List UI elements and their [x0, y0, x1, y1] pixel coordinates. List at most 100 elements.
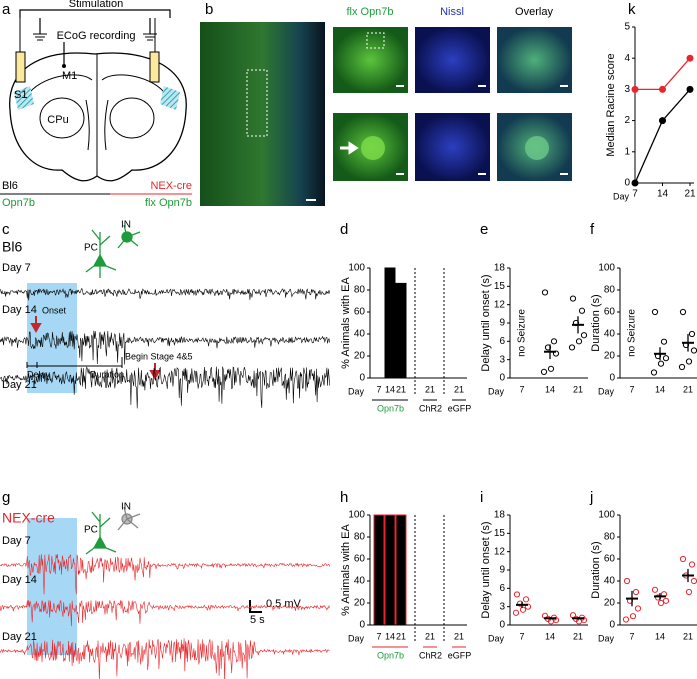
y-tick-label: 20 [354, 598, 366, 609]
x-tick-label: 7 [629, 384, 634, 394]
day-label: Day 21 [2, 631, 37, 643]
y-tick-label: 80 [604, 532, 616, 543]
ventricles [85, 99, 109, 151]
group-label: eGFP [448, 650, 472, 660]
point [522, 596, 530, 603]
y-tick-label: 0 [624, 178, 630, 189]
scale-label: 5 s [250, 614, 265, 626]
brain-outline [9, 52, 187, 182]
point [662, 597, 670, 604]
point [632, 588, 640, 596]
point [512, 609, 520, 616]
y-tick-label: 100 [598, 263, 615, 274]
panel-label: i [480, 489, 483, 506]
y-tick-label: 3 [499, 601, 505, 612]
marker [631, 85, 639, 93]
y-tick-label: 60 [604, 554, 616, 565]
y-tick-label: 40 [604, 329, 616, 340]
y-tick-label: 0 [609, 373, 615, 384]
marker [686, 85, 694, 93]
point [651, 586, 659, 593]
point [679, 308, 687, 316]
y-tick-label: 0 [499, 620, 505, 631]
y-tick-label: 15 [494, 281, 506, 292]
y-axis-label: Delay until onset (s) [480, 274, 492, 371]
electrode-tip [62, 64, 66, 68]
x-tick-label: 7 [519, 631, 524, 641]
group-label: ChR2 [419, 650, 442, 660]
cell-label: IN [121, 220, 131, 231]
x-tick-label: 21 [454, 384, 464, 394]
day-label: Day 7 [2, 535, 31, 547]
y-tick-label: 20 [604, 351, 616, 362]
x-tick-label: 21 [683, 631, 693, 641]
fiber-left [15, 51, 26, 83]
annotation: Begin Stage 4&5 [125, 351, 193, 361]
point [685, 358, 693, 365]
point [679, 555, 687, 563]
opsin-right [160, 86, 180, 110]
annotation: no Seizure [517, 309, 528, 357]
y-tick-label: 80 [604, 285, 616, 296]
panel-label: g [2, 489, 10, 506]
y-tick-label: 40 [354, 329, 366, 340]
image-shade [200, 22, 325, 206]
y-tick-label: 18 [494, 263, 506, 274]
x-tick-label: 21 [396, 631, 406, 641]
eeg-trace [0, 287, 330, 301]
arrow [30, 316, 161, 381]
y-axis-label: % Animals with EA [340, 276, 352, 368]
x-tick-label: 21 [425, 631, 435, 641]
y-tick-label: 0 [359, 373, 365, 384]
group-label: ChR2 [419, 403, 442, 413]
stim-window [27, 518, 77, 655]
eeg-trace [0, 330, 330, 365]
x-tick-label: 14 [545, 384, 555, 394]
ground [33, 33, 157, 41]
point [688, 330, 696, 338]
y-tick-label: 0 [609, 620, 615, 631]
y-tick-label: 20 [354, 351, 366, 362]
x-tick-label: 14 [385, 384, 395, 394]
cell [525, 136, 549, 160]
point [568, 344, 576, 351]
point [651, 308, 659, 316]
cell [361, 136, 385, 160]
day-label: Day 21 [2, 379, 37, 391]
y-axis-label: Duration (s) [590, 541, 602, 598]
roi [246, 69, 268, 137]
point [513, 591, 521, 598]
x-axis-label: Day [598, 386, 615, 396]
panel-label: k [628, 1, 636, 18]
micrographs: flx Opn7b Nissl Overlay [200, 6, 572, 206]
x-tick-label: 21 [454, 631, 464, 641]
x-tick-label: 14 [657, 189, 669, 200]
point [688, 561, 696, 568]
y-tick-label: 60 [354, 554, 366, 565]
y-tick-label: 0 [359, 620, 365, 631]
y-tick-label: 5 [624, 22, 630, 33]
x-tick-label: 7 [376, 384, 381, 394]
y-axis-label: Duration (s) [590, 294, 602, 351]
x-tick-label: 14 [655, 631, 665, 641]
point [650, 369, 658, 376]
point [622, 616, 630, 623]
x-axis-label: Day [598, 633, 615, 643]
point [657, 360, 665, 367]
y-tick-label: 1 [624, 146, 630, 157]
y-tick-label: 100 [348, 510, 365, 521]
eeg-trace [0, 554, 330, 595]
line-name: Bl6 [2, 239, 22, 255]
bar [384, 267, 396, 379]
group-label: Opn7b [377, 403, 404, 413]
annotation: no Seizure [627, 309, 638, 357]
region: S1 [14, 89, 27, 101]
point [629, 613, 637, 620]
region: M1 [62, 70, 77, 82]
x-tick-label: 7 [629, 631, 634, 641]
x-tick-label: 7 [632, 189, 638, 200]
group-label: Opn7b [377, 650, 404, 660]
eeg-trace [0, 638, 330, 679]
scale-bar [249, 600, 262, 613]
x-tick-label: 14 [655, 384, 665, 394]
